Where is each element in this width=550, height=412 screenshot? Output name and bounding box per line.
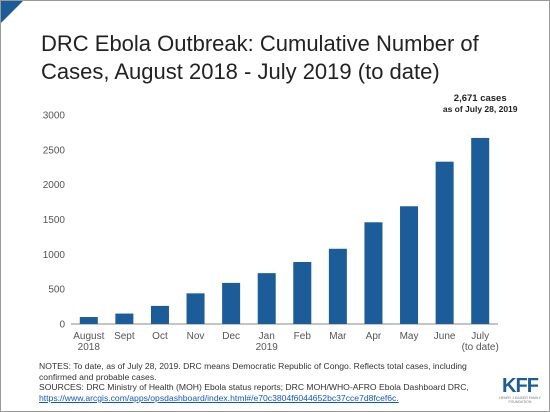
x-tick-label: Mar: [329, 331, 347, 342]
x-tick-label: Nov: [187, 331, 205, 342]
annotation-label: 2,671 cases: [454, 93, 507, 104]
bar: [471, 137, 490, 324]
x-tick-label: Apr: [366, 331, 382, 342]
bar: [364, 222, 383, 324]
x-tick-label: Sept: [114, 331, 135, 342]
x-tick-line: Apr: [366, 331, 382, 342]
logo-name: KFF: [502, 375, 539, 397]
annotation-note: as of July 28, 2019: [443, 104, 518, 114]
bar: [186, 293, 205, 324]
x-tick-line: Nov: [187, 331, 205, 342]
x-tick-line: Mar: [329, 331, 347, 342]
bar: [257, 273, 276, 324]
bar: [150, 305, 169, 324]
x-tick-label: Jan 2019: [256, 331, 279, 353]
y-tick-label: 3000: [43, 111, 66, 122]
bar: [293, 261, 312, 324]
sources-text: SOURCES: DRC Ministry of Health (MOH) Eb…: [39, 382, 469, 392]
bar: [328, 248, 347, 324]
bar: [400, 206, 419, 324]
notes-text: NOTES: To date, as of July 28, 2019. DRC…: [39, 361, 467, 382]
title-line: DRC Ebola Outbreak: Cumulative Number of: [41, 31, 480, 56]
y-tick-label: 1500: [43, 215, 66, 226]
corner-triangle: [1, 1, 23, 23]
bar: [435, 161, 454, 324]
x-tick-label: Oct: [152, 331, 168, 342]
x-tick-label: June: [434, 331, 456, 342]
x-tick-label: July (to date): [462, 331, 499, 353]
bar: [222, 282, 241, 324]
x-tick-line: May: [400, 331, 419, 342]
notes: NOTES: To date, as of July 28, 2019. DRC…: [39, 361, 479, 403]
x-tick-line: June: [434, 331, 456, 342]
x-tick-line: Sept: [114, 331, 135, 342]
x-tick-label: August 2018: [73, 331, 104, 353]
y-tick-label: 2000: [43, 180, 66, 191]
x-tick-line: Jan: [259, 331, 275, 342]
x-tick-line: Feb: [294, 331, 312, 342]
chart-title: DRC Ebola Outbreak: Cumulative Number of…: [41, 31, 480, 84]
source-link[interactable]: https://www.arcgis.com/apps/opsdashboard…: [39, 392, 399, 403]
y-tick-label: 500: [48, 285, 65, 296]
x-tick-line: 2019: [256, 342, 279, 353]
x-tick-line: August: [73, 331, 104, 342]
x-tick-line: 2018: [78, 342, 101, 353]
x-tick-line: July: [471, 331, 489, 342]
logo: KFF HENRY J KAISER FAMILY FOUNDATION: [497, 376, 543, 404]
bar: [79, 317, 98, 324]
x-tick-line: Dec: [222, 331, 240, 342]
y-tick-label: 2500: [43, 145, 66, 156]
title-line: Cases, August 2018 - July 2019 (to date): [41, 59, 440, 84]
x-tick-label: Feb: [294, 331, 312, 342]
y-tick-label: 1000: [43, 250, 66, 261]
x-tick-label: Dec: [222, 331, 240, 342]
y-tick-label: 0: [59, 320, 65, 331]
x-tick-line: Oct: [152, 331, 168, 342]
logo-subtitle: HENRY J KAISER FAMILY FOUNDATION: [499, 396, 541, 404]
bar: [115, 313, 134, 324]
x-tick-label: May: [400, 331, 419, 342]
x-tick-line: (to date): [462, 342, 499, 353]
